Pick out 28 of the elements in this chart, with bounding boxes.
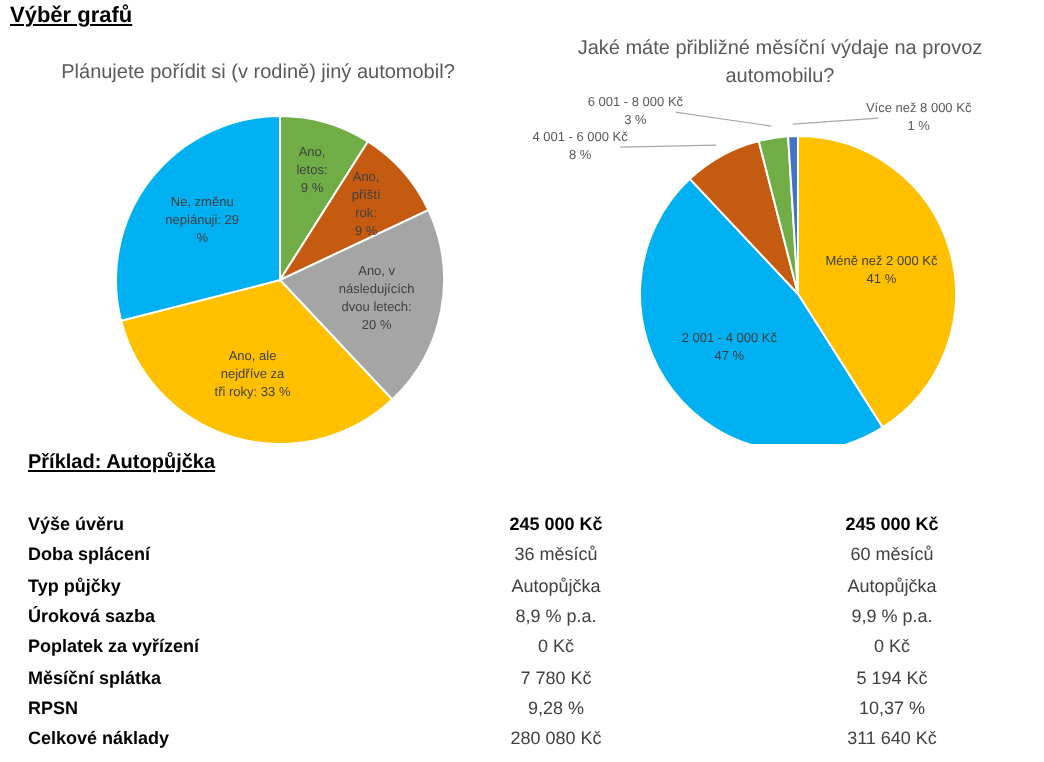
text: Autopůjčka (509, 573, 603, 598)
text: 311 640 Kč (845, 726, 939, 751)
text: Výběr grafů (10, 4, 133, 28)
chart-title: Plánujete pořídit si (v rodině) jiný automobil? (59, 60, 457, 88)
text: 7 780 Kč (518, 665, 594, 689)
text: Doba splácení (28, 542, 151, 567)
text: Příklad: Autopůjčka (28, 452, 216, 474)
text: 5 194 Kč (854, 665, 930, 689)
text: 8,9 % p.a. (513, 603, 599, 628)
text: Typ půjčky (28, 573, 121, 598)
text: Výše úvěru (28, 512, 125, 536)
text: 10,37 % (856, 695, 928, 720)
chart-title: Jaké máte přibližné měsíční výdaje na provoz automobilu? (575, 36, 985, 92)
text: 60 měsíců (848, 542, 936, 567)
text: 0 Kč (871, 634, 912, 659)
text: Autopůjčka (845, 573, 939, 598)
text: 245 000 Kč (507, 512, 605, 536)
text: 36 měsíců (512, 542, 600, 567)
text: RPSN (28, 695, 79, 720)
text: 245 000 Kč (843, 512, 941, 536)
text: Celkové náklady (28, 726, 170, 751)
text: Úroková sazba (28, 603, 156, 628)
text: Měsíční splátka (28, 665, 162, 689)
text: 9,9 % p.a. (849, 603, 935, 628)
text: 0 Kč (535, 634, 576, 659)
text: 9,28 % (525, 695, 587, 720)
text: Poplatek za vyřízení (28, 634, 200, 659)
text: 280 080 Kč (508, 726, 604, 751)
